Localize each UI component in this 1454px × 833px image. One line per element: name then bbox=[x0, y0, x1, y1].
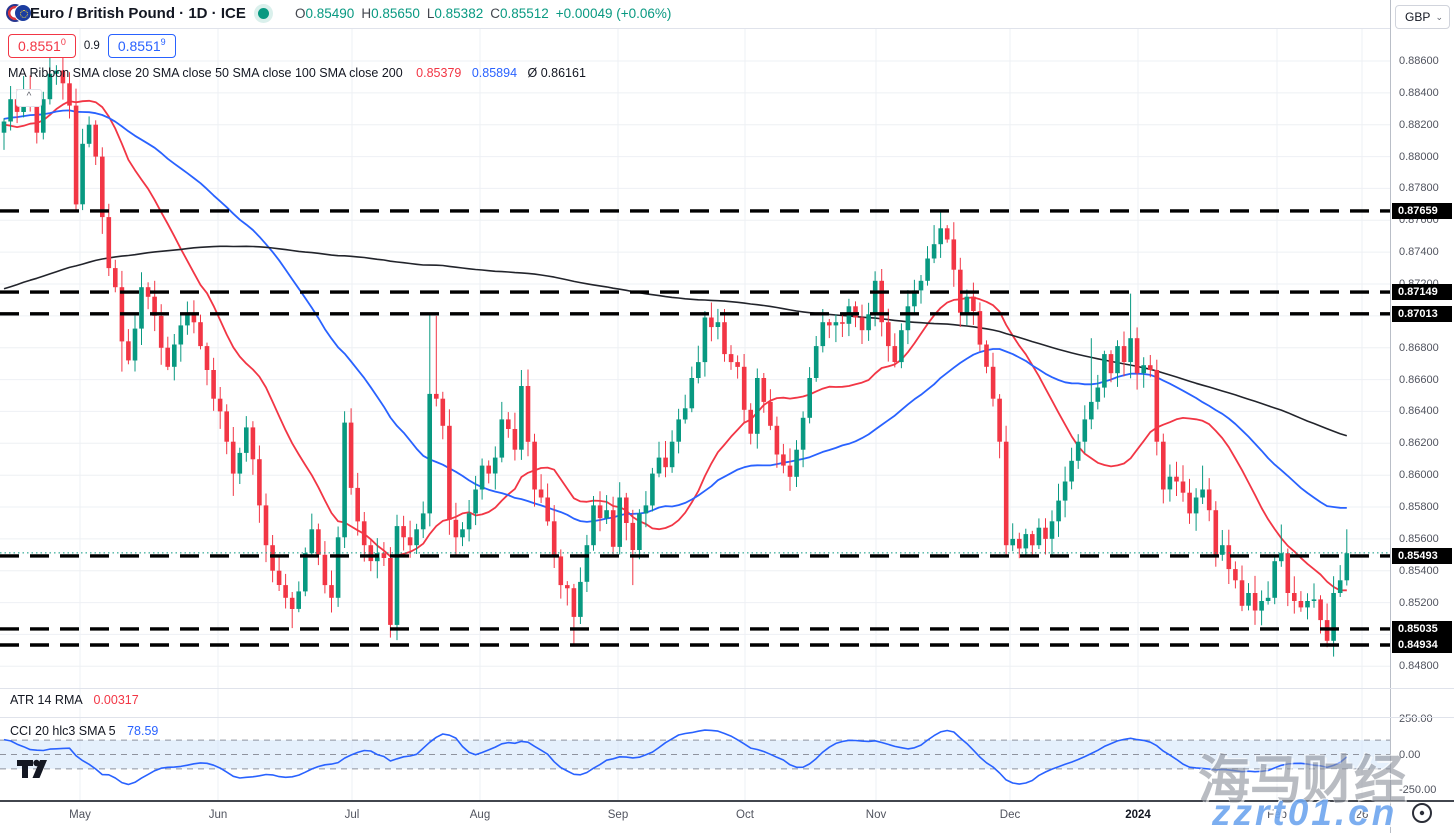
time-label: May bbox=[69, 809, 91, 821]
price-tick: 0.84800 bbox=[1399, 660, 1439, 673]
atr-indicator-legend[interactable]: ATR 14 RMA 0.00317 bbox=[10, 693, 139, 707]
watermark-site: zzrt01.cn bbox=[1212, 792, 1398, 833]
time-label: 26 bbox=[1355, 809, 1369, 821]
ohlc-values: O0.85490 H0.85650 L0.85382 C0.85512 +0.00049… bbox=[295, 6, 678, 21]
time-axis[interactable]: May Jun Jul Aug Sep Oct Nov Dec 2024 Feb 26 bbox=[0, 802, 1390, 829]
ma-ribbon-params: SMA close 20 SMA close 50 SMA close 100 … bbox=[72, 66, 403, 80]
cci-tick: 250.00 bbox=[1399, 713, 1433, 725]
close-value: 0.85512 bbox=[499, 6, 549, 21]
cci-value: 78.59 bbox=[127, 724, 159, 738]
spread-value: 0.9 bbox=[83, 40, 100, 52]
time-label: Feb bbox=[1267, 809, 1287, 821]
time-label: Oct bbox=[736, 809, 754, 821]
open-label: O bbox=[295, 6, 306, 21]
time-label: Jul bbox=[344, 809, 360, 821]
price-tick: 0.86800 bbox=[1399, 341, 1439, 354]
high-label: H bbox=[361, 6, 372, 21]
time-label: Aug bbox=[469, 809, 491, 821]
chevron-down-icon: ⌄ bbox=[1435, 12, 1443, 22]
level-price-label: 0.85493 bbox=[1392, 547, 1452, 564]
price-tick: 0.85800 bbox=[1399, 501, 1439, 513]
time-axis-separator bbox=[0, 800, 1454, 802]
price-tick: 0.86200 bbox=[1399, 437, 1439, 450]
level-price-label: 0.87149 bbox=[1392, 284, 1452, 301]
price-tick: 0.88600 bbox=[1399, 55, 1439, 67]
sma50-value: 0.85894 bbox=[471, 66, 518, 80]
close-label: C bbox=[490, 6, 500, 21]
time-label: Dec bbox=[999, 809, 1021, 821]
high-value: 0.85650 bbox=[371, 6, 420, 21]
price-tick: 0.87800 bbox=[1399, 182, 1439, 195]
price-axis[interactable]: GBP ⌄ 0.88600 0.88400 0.88200 0.88000 0.87800… bbox=[1390, 0, 1454, 833]
time-label: Sep bbox=[607, 809, 629, 821]
price-tick: 0.85200 bbox=[1399, 596, 1439, 609]
price-tick: 0.88200 bbox=[1399, 118, 1439, 131]
change-value: +0.00049 (+0.06%) bbox=[555, 6, 672, 21]
level-price-label: 0.87659 bbox=[1392, 202, 1452, 219]
level-price-label: 0.85035 bbox=[1392, 620, 1452, 637]
bid-ask-row: 0.8551 0 0.9 0.8551 9 bbox=[8, 33, 176, 59]
pane-separator[interactable] bbox=[0, 717, 1454, 718]
eur-flag-icon bbox=[14, 4, 32, 22]
open-value: 0.85490 bbox=[305, 6, 355, 21]
buy-ask-button[interactable]: 0.8551 9 bbox=[107, 34, 176, 58]
price-tick: 0.86400 bbox=[1399, 405, 1439, 418]
time-label: Nov bbox=[865, 809, 887, 821]
cci-indicator-legend[interactable]: CCI 20 hlc3 SMA 5 78.59 bbox=[10, 724, 158, 738]
currency-unit-button[interactable]: GBP ⌄ bbox=[1395, 5, 1450, 29]
level-price-label: 0.84934 bbox=[1392, 637, 1452, 653]
watermark-cjk: 海马财经 bbox=[1198, 752, 1407, 810]
atr-label: ATR 14 RMA bbox=[10, 693, 83, 707]
legend-collapse-button[interactable]: ^ bbox=[16, 89, 42, 107]
cci-tick: -250.00 bbox=[1399, 784, 1437, 797]
level-price-label: 0.87013 bbox=[1392, 305, 1452, 322]
pane-separator[interactable] bbox=[0, 688, 1454, 689]
ma-ribbon-legend[interactable]: MA Ribbon SMA close 20 SMA close 50 SMA … bbox=[8, 66, 586, 80]
price-tick: 0.85400 bbox=[1399, 564, 1439, 577]
chart-header: Euro / British Pound · 1D · ICE O0.85490… bbox=[0, 0, 1390, 29]
sma-average-value: Ø 0.86161 bbox=[527, 66, 586, 80]
time-label: Jun bbox=[208, 809, 228, 821]
time-label: 2024 bbox=[1125, 809, 1151, 821]
low-value: 0.85382 bbox=[434, 6, 484, 21]
sma20-value: 0.85379 bbox=[416, 66, 462, 80]
low-label: L bbox=[426, 6, 435, 21]
atr-value: 0.00317 bbox=[93, 693, 139, 707]
ma-ribbon-title: MA Ribbon bbox=[8, 66, 70, 80]
currency-pair-logo-icon[interactable] bbox=[6, 4, 32, 23]
price-tick: 0.86600 bbox=[1399, 373, 1439, 386]
price-tick: 0.85600 bbox=[1399, 532, 1439, 545]
market-status-dot-icon[interactable] bbox=[258, 8, 269, 19]
price-tick: 0.87400 bbox=[1399, 246, 1439, 259]
price-tick: 0.88400 bbox=[1399, 86, 1439, 99]
sell-bid-button[interactable]: 0.8551 0 bbox=[8, 34, 76, 58]
price-tick: 0.88000 bbox=[1399, 150, 1439, 163]
cci-tick: 0.00 bbox=[1399, 748, 1421, 761]
symbol-title[interactable]: Euro / British Pound · 1D · ICE bbox=[30, 5, 246, 22]
cci-label: CCI 20 hlc3 SMA 5 bbox=[10, 724, 116, 738]
clock-icon[interactable] bbox=[1410, 801, 1434, 825]
price-tick: 0.86000 bbox=[1399, 469, 1439, 482]
